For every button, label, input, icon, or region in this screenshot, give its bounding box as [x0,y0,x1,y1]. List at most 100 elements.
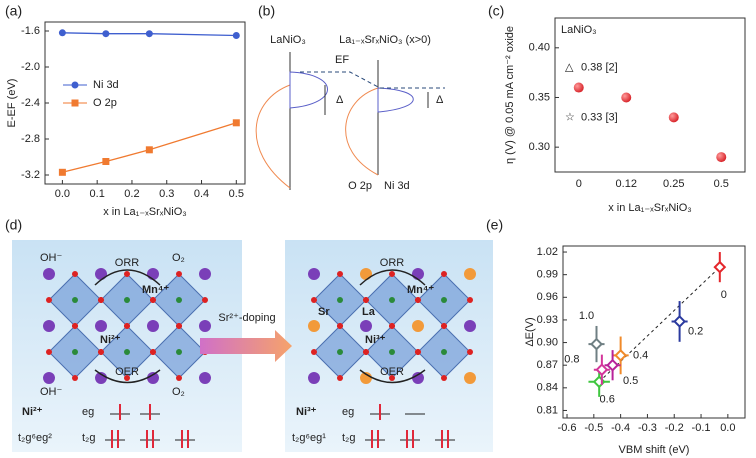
panel-b: (b) LaNiO₃ La₁₋ₓSrₓNiO₃ (x>0) EF Δ Δ O 2… [255,3,445,192]
atom [412,372,424,384]
panel-label: (c) [488,3,504,19]
x-tick-label: 0.25 [663,178,684,190]
y-tick-label: 0.87 [537,359,558,371]
ion-label: Sr [318,306,330,318]
panel-label: (b) [258,3,275,19]
atom [464,372,476,384]
point-label: 0.6 [600,394,615,406]
atom [412,320,424,332]
annotation-marker: △ [565,62,574,74]
y-tick-label: -2.4 [21,97,40,109]
x-tick-label: 0.5 [714,178,729,190]
trend-line [598,266,721,383]
x-tick-label: 0.5 [229,188,244,200]
point [716,152,727,163]
point [668,112,679,123]
o2p-band [345,87,379,176]
y-tick-label: -1.6 [21,25,40,37]
point [713,260,727,274]
reaction-arrow [94,369,161,384]
series-line [62,32,237,37]
point [595,363,609,377]
plot-frame [562,245,746,419]
atom [308,320,320,332]
marker [102,30,110,38]
legend-marker [71,81,79,89]
marker [145,30,153,38]
left-label: LaNiO₃ [270,34,306,46]
fermi-line [300,71,445,89]
marker [232,119,240,127]
x-tick-label: 0.0 [55,188,70,200]
plot-frame [554,17,746,173]
y-tick-label: 0.96 [537,291,558,303]
reaction: OER [380,366,404,378]
x-tick-label: 0.4 [194,188,209,200]
marker [232,32,240,39]
marker [58,29,66,37]
point-label: 0.5 [623,375,638,387]
atom [43,372,55,384]
x-tick-label: 0.12 [616,178,637,190]
legend-label: O 2p [93,97,117,109]
x-axis-title: x in La₁₋ₓSrₓNiO₃ [103,206,187,218]
point-label: 1.0 [579,310,594,322]
x-tick-label: -0.3 [638,422,657,434]
reaction: ORR [115,257,140,269]
configuration: t₂g⁶eg¹ [292,432,326,444]
point [590,337,603,351]
fermi-label: EF [335,54,349,66]
point [606,358,620,372]
doping-arrow [200,330,292,362]
point [621,92,632,103]
atom [464,268,476,280]
panel-label: (d) [5,217,22,233]
gap-label: Δ [336,94,344,106]
y-tick-label: -3.2 [21,169,40,181]
annotation: 0.38 [2] [581,62,618,74]
panel-d: (d) OH⁻ O₂ ORR Mn⁴⁺ Ni²⁺ OER OH⁻ O₂ Ni²⁺… [5,217,493,452]
atom [43,268,55,280]
y-tick-label: 0.90 [537,336,558,348]
annotation: LaNiO₃ [561,24,597,36]
ion: Ni²⁺ [22,406,43,418]
ion: Ni³⁺ [296,406,317,418]
y-tick-label: -2.0 [21,61,40,73]
species: OH⁻ [40,386,63,398]
y-axis-title: η (V) @ 0.05 mA cm⁻² oxide [504,26,516,164]
atom [147,320,159,332]
right-label: La₁₋ₓSrₓNiO₃ (x>0) [339,34,431,46]
x-tick-label: -0.1 [692,422,711,434]
o2p-band [255,84,291,189]
y-tick-label: 0.84 [537,382,558,394]
species: O₂ [172,252,185,264]
legend-label: Ni 3d [93,79,119,91]
atom [199,372,211,384]
band-label: Ni 3d [384,180,410,192]
x-tick-label: 0 [576,178,582,190]
y-tick-label: 0.35 [529,91,550,103]
atom [95,320,107,332]
spins [111,404,449,448]
atom [147,372,159,384]
ni3d-band [377,87,414,113]
reaction-arrow [359,369,426,384]
reaction: OER [115,366,139,378]
ion-label: Mn⁴⁺ [142,284,169,296]
ion-label: La [362,306,376,318]
reaction: ORR [380,257,405,269]
x-tick-label: -0.4 [611,422,630,434]
atom [199,268,211,280]
x-tick-label: -0.6 [558,422,577,434]
x-axis-title: x in La₁₋ₓSrₓNiO₃ [608,202,692,214]
y-tick-label: -2.8 [21,133,40,145]
atom [308,268,320,280]
y-tick-label: 1.02 [537,246,558,258]
atom [199,320,211,332]
band-label: O 2p [348,180,372,192]
x-tick-label: 0.3 [159,188,174,200]
series-line [62,122,237,173]
ion-label: Ni³⁺ [365,334,386,346]
panel-label: (e) [486,217,503,233]
